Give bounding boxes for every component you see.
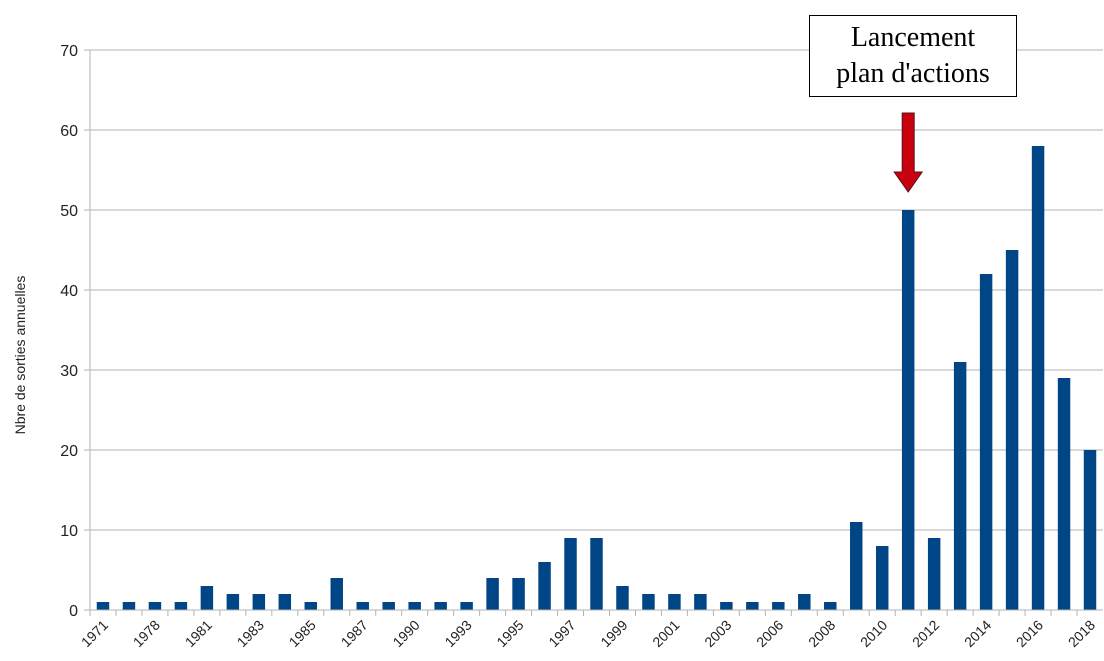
- bar-2017: [1057, 378, 1071, 610]
- bar-2013: [953, 362, 967, 610]
- x-tick-label: 1993: [441, 617, 474, 650]
- bar-1983: [252, 594, 266, 610]
- x-tick-label: 2016: [1013, 617, 1046, 650]
- bar-1992: [434, 602, 447, 610]
- bar-1981: [200, 586, 214, 610]
- x-tick-label: 2006: [753, 617, 786, 650]
- x-tick-label: 2014: [961, 617, 994, 650]
- bar-2014: [979, 274, 993, 610]
- bar-1979: [174, 602, 188, 610]
- bar-2018: [1083, 450, 1097, 610]
- x-tick-label: 1987: [338, 617, 371, 650]
- bar-2006: [772, 602, 785, 610]
- bar-1984: [278, 594, 292, 610]
- bar-1987: [356, 602, 369, 610]
- bar-1982: [226, 594, 240, 610]
- y-tick-label: 60: [60, 123, 78, 140]
- x-tick-label: 1978: [130, 617, 163, 650]
- bar-1986: [330, 578, 343, 610]
- bar-2016: [1031, 146, 1045, 610]
- x-tick-label: 1999: [597, 617, 630, 650]
- bar-2001: [668, 594, 681, 610]
- annotation-box: Lancement plan d'actions: [809, 15, 1017, 97]
- bar-1990: [408, 602, 421, 610]
- x-tick-label: 1981: [182, 617, 215, 650]
- y-tick-label: 30: [60, 363, 78, 380]
- down-arrow-icon: [893, 112, 924, 193]
- y-tick-label: 10: [60, 523, 78, 540]
- bar-1989: [382, 602, 395, 610]
- bar-2000: [642, 594, 655, 610]
- bar-1998: [590, 538, 603, 610]
- x-tick-label: 2010: [857, 617, 890, 650]
- bar-2008: [824, 602, 837, 610]
- bar-2005: [746, 602, 759, 610]
- bar-2009: [850, 522, 863, 610]
- x-tick-label: 2018: [1065, 617, 1098, 650]
- x-tick-label: 2001: [649, 617, 682, 650]
- x-tick-label: 1971: [78, 617, 111, 650]
- bar-1985: [304, 602, 318, 610]
- bar-2007: [798, 594, 811, 610]
- bar-1978: [148, 602, 162, 610]
- annotation-line-2: plan d'actions: [836, 58, 990, 89]
- y-tick-label: 40: [60, 283, 78, 300]
- y-tick-label: 20: [60, 443, 78, 460]
- bar-2015: [1005, 250, 1019, 610]
- y-axis-title: Nbre de sorties annuelles: [12, 276, 28, 435]
- x-tick-label: 2008: [805, 617, 838, 650]
- bars-layer: [96, 146, 1097, 610]
- x-tick-label: 1985: [286, 617, 319, 650]
- y-tick-label: 50: [60, 203, 78, 220]
- bar-1997: [564, 538, 577, 610]
- bar-1993: [460, 602, 473, 610]
- x-tick-label: 1995: [493, 617, 526, 650]
- annotation-arrow: [893, 112, 924, 193]
- bar-2010: [875, 546, 889, 610]
- x-tick-labels: 1971 1978 1981 1983 1985 1987 1990 1993 1995 1997…: [78, 617, 1099, 650]
- annotation-line-1: Lancement: [850, 22, 976, 53]
- bar-1996: [538, 562, 551, 610]
- x-tick-label: 1990: [389, 617, 422, 650]
- bar-1999: [616, 586, 629, 610]
- x-tick-label: 2003: [701, 617, 734, 650]
- y-tick-label: 0: [69, 603, 78, 620]
- grid-layer: [84, 49, 1103, 611]
- axis-layer: [89, 50, 1103, 616]
- bar-1995: [512, 578, 525, 610]
- x-tick-label: 1983: [234, 617, 267, 650]
- bar-1977: [122, 602, 136, 610]
- bar-1971: [96, 602, 110, 610]
- bar-2011: [901, 210, 915, 610]
- bar-2012: [927, 538, 941, 610]
- y-tick-label: 70: [60, 43, 78, 60]
- x-tick-label: 2012: [909, 617, 942, 650]
- x-tick-label: 1997: [545, 617, 578, 650]
- bar-2002: [694, 594, 707, 610]
- bar-2003: [720, 602, 733, 610]
- y-tick-labels: 0 10 20 30 40 50 60 70: [60, 43, 78, 620]
- bar-1994: [486, 578, 499, 610]
